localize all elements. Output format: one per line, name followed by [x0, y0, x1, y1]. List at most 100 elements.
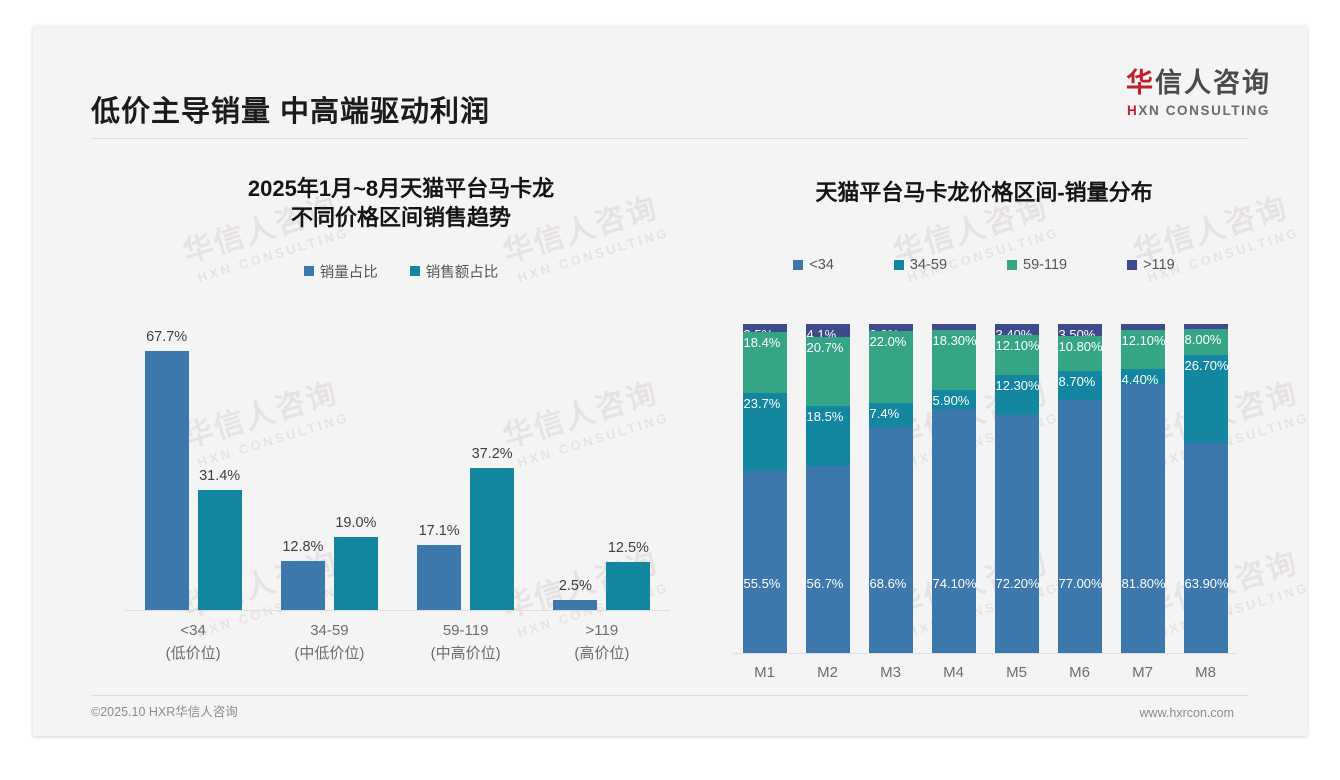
legend-label: <34: [809, 257, 834, 274]
stack-segment-59-119[interactable]: 18.4%: [742, 332, 787, 393]
legend-item-销售额占比[interactable]: 销售额占比: [409, 261, 498, 282]
stack-segment->119[interactable]: 4.1%: [805, 324, 850, 342]
bar-value-label: 17.1%: [418, 522, 460, 539]
stack-segment-59-119[interactable]: 10.80%: [1057, 335, 1103, 372]
bar-销量占比-34-59[interactable]: [280, 561, 325, 610]
stack-segment-<34[interactable]: 63.90%: [1183, 442, 1229, 653]
x-tick-M6: M6: [1069, 664, 1090, 681]
stack-segment-<34[interactable]: 81.80%: [1120, 383, 1166, 653]
stacked-bar-M4[interactable]: 1.70%18.30%5.90%74.10%: [931, 324, 977, 653]
stack-segment-<34[interactable]: 72.20%: [994, 415, 1040, 653]
bar-value-label: 19.0%: [335, 515, 377, 532]
stack-segment-<34[interactable]: 77.00%: [1057, 399, 1103, 653]
stack-segment-59-119[interactable]: 20.7%: [805, 337, 850, 406]
bar-column[interactable]: 17.1%: [417, 523, 462, 610]
bar-value-label: 12.5%: [607, 540, 649, 557]
bar-column[interactable]: 12.5%: [606, 540, 651, 610]
legend-item-销量占比[interactable]: 销量占比: [303, 261, 378, 282]
stack-segment-34-59[interactable]: 7.4%: [868, 402, 913, 428]
legend-item-<34[interactable]: <34: [793, 257, 834, 273]
bar-group: 12.8% 19.0%: [263, 324, 395, 610]
stack-segment-59-119[interactable]: 22.0%: [868, 330, 913, 403]
plot-area-left: 67.7% 31.4% 12.8% 19.0% 17.1% 37.2% 2.5% 12.5%: [111, 324, 691, 611]
bar-column[interactable]: 37.2%: [470, 446, 515, 610]
bar-column[interactable]: 31.4%: [197, 468, 242, 610]
legend-item-34-59[interactable]: 34-59: [893, 257, 947, 273]
stacked-bar-M7[interactable]: 1.70%12.10%4.40%81.80%: [1120, 324, 1166, 653]
stack-value-label: 74.10%: [932, 575, 977, 591]
bar-销售额占比-34-59[interactable]: [333, 537, 378, 610]
x-axis-line-right: [733, 653, 1237, 654]
x-tick-M5: M5: [1006, 664, 1027, 681]
stack-value-label: 23.7%: [743, 395, 781, 411]
chart-title-left: 2025年1月~8月天猫平台马卡龙 不同价格区间销售趋势: [91, 174, 711, 233]
stack-value-label: 56.7%: [806, 575, 844, 591]
stack-value-label: 20.7%: [806, 340, 844, 356]
stack-segment-34-59[interactable]: 5.90%: [931, 389, 976, 410]
stacked-bar-M6[interactable]: 3.50% 10.80% 8.70% 77.00%: [1057, 324, 1103, 653]
stack-segment-59-119[interactable]: 12.10%: [994, 335, 1040, 375]
stack-segment-34-59[interactable]: 26.70%: [1183, 355, 1229, 443]
stacked-bar-M8[interactable]: 1.50%8.00%26.70%63.90%: [1183, 324, 1229, 653]
stack-segment-34-59[interactable]: 4.40%: [1120, 369, 1165, 387]
x-tick-sub: (中低价位): [294, 644, 365, 662]
bar-销量占比-<34[interactable]: [144, 350, 189, 610]
footer-copyright: ©2025.10 HXR华信人咨询: [91, 705, 238, 719]
x-tick-main: 34-59: [310, 622, 349, 639]
legend-item->119[interactable]: >119: [1127, 257, 1175, 273]
bar-value-label: 67.7%: [146, 328, 188, 345]
stacked-bar-M2[interactable]: 4.1% 20.7% 18.5% 56.7%: [805, 324, 850, 653]
stack-value-label: 77.00%: [1058, 575, 1103, 591]
bar-group: 67.7% 31.4%: [127, 324, 259, 610]
logo-en-highlight: H: [1127, 103, 1139, 118]
stack-segment-<34[interactable]: 68.6%: [868, 427, 913, 653]
bar-销量占比->119[interactable]: [553, 600, 598, 610]
stack-segment->119[interactable]: 2.0%: [868, 324, 913, 342]
x-tick-M7: M7: [1132, 664, 1153, 681]
x-tick-sub: (中高价位): [430, 644, 501, 662]
bar-column[interactable]: 12.8%: [280, 539, 325, 610]
stacked-bar-M5[interactable]: 3.40%12.10% 12.30% 72.20%: [994, 324, 1040, 653]
chart-legend-right: <34 34-59 59-119 >119: [719, 257, 1249, 273]
logo-chinese: 华信人咨询: [1126, 61, 1271, 100]
x-tick-main: >119: [585, 622, 619, 639]
legend-swatch-icon: [303, 266, 314, 276]
chart-title-left-line1: 2025年1月~8月天猫平台马卡龙: [247, 176, 555, 201]
stack-segment->119[interactable]: 2.5%: [742, 324, 787, 342]
logo-en-rest: XN CONSULTING: [1138, 103, 1270, 118]
stack-segment-34-59[interactable]: 12.30%: [994, 374, 1040, 416]
bar-column[interactable]: 67.7%: [144, 329, 189, 610]
bar-group: 17.1% 37.2%: [400, 324, 532, 610]
stack-value-label: 18.30%: [932, 332, 977, 348]
bar-销售额占比->119[interactable]: [606, 562, 651, 610]
x-tick-M2: M2: [817, 664, 838, 681]
bar-销售额占比-59-119[interactable]: [470, 467, 515, 610]
bar-column[interactable]: 19.0%: [333, 515, 378, 610]
stack-segment-34-59[interactable]: 8.70%: [1057, 371, 1102, 400]
bar-value-label: 2.5%: [558, 578, 592, 595]
stack-segment->119[interactable]: 3.50%: [1057, 324, 1102, 342]
stacked-bar-M1[interactable]: 2.5%18.4% 23.7% 55.5%: [742, 324, 787, 653]
bar-销售额占比-<34[interactable]: [197, 489, 242, 610]
stack-segment-<34[interactable]: 55.5%: [742, 470, 787, 653]
stack-segment-59-119[interactable]: 18.30%: [931, 329, 977, 390]
bar-value-label: 37.2%: [471, 445, 513, 462]
bar-销量占比-59-119[interactable]: [417, 544, 462, 610]
stack-segment-<34[interactable]: 74.10%: [931, 409, 977, 653]
legend-item-59-119[interactable]: 59-119: [1007, 257, 1067, 273]
stacked-bar-M3[interactable]: 2.0%22.0% 7.4% 68.6%: [868, 324, 913, 653]
stack-segment->119[interactable]: 3.40%: [994, 324, 1039, 342]
bar-column[interactable]: 2.5%: [553, 578, 598, 610]
stack-value-label: 72.20%: [995, 575, 1040, 591]
stack-value-label: 8.70%: [1058, 374, 1096, 390]
stack-value-label: 81.80%: [1121, 575, 1166, 591]
stack-segment-34-59[interactable]: 23.7%: [742, 392, 787, 471]
bar-value-label: 31.4%: [199, 467, 241, 484]
stack-segment-34-59[interactable]: 18.5%: [805, 405, 850, 467]
legend-swatch-icon: [409, 266, 420, 276]
stack-segment-59-119[interactable]: 12.10%: [1120, 329, 1166, 370]
stack-segment-<34[interactable]: 56.7%: [805, 466, 850, 653]
stack-segment-59-119[interactable]: 8.00%: [1183, 328, 1228, 356]
stack-value-label: 63.90%: [1184, 575, 1229, 591]
legend-label: 销量占比: [319, 264, 378, 281]
